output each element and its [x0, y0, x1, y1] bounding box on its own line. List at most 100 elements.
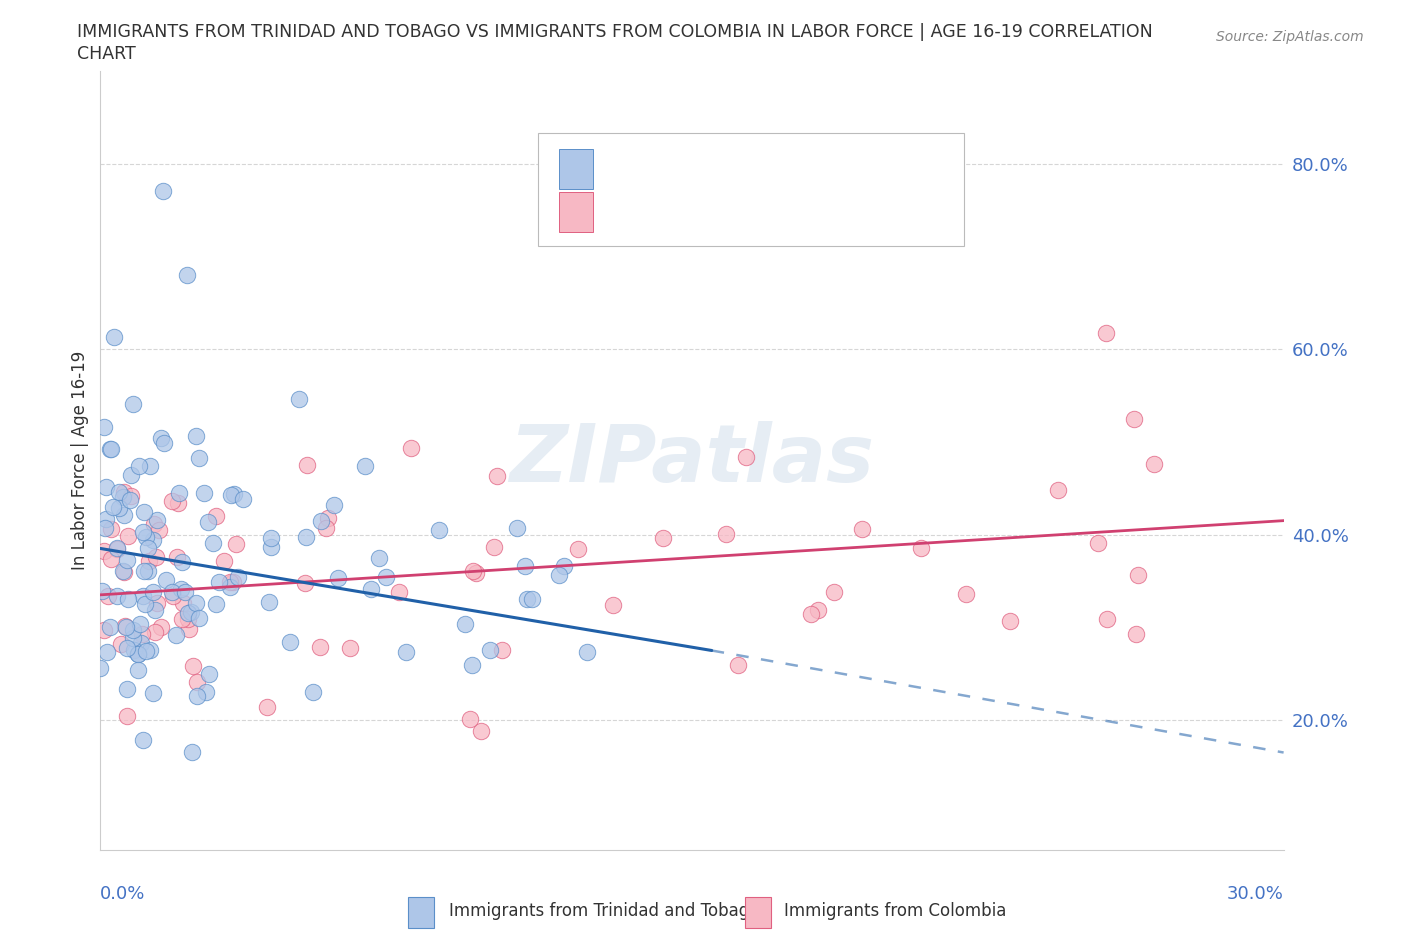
Point [851, 522, 873, 537]
Text: -0.273: -0.273 [675, 157, 733, 176]
Point [150, 619, 173, 634]
Text: 0.121: 0.121 [675, 202, 725, 220]
Point [122, 622, 145, 637]
Point [323, 498, 346, 512]
Point [100, 441, 122, 456]
Text: N =: N = [769, 202, 808, 220]
Point [515, 591, 537, 606]
Point [197, 514, 219, 529]
Text: Source: ZipAtlas.com: Source: ZipAtlas.com [1216, 30, 1364, 44]
Point [131, 627, 153, 642]
Point [186, 688, 208, 703]
Point [174, 585, 197, 600]
Point [360, 581, 382, 596]
Point [145, 596, 167, 611]
Point [152, 184, 174, 199]
Point [328, 570, 350, 585]
Point [93, 419, 115, 434]
Point [374, 570, 396, 585]
Point [170, 582, 193, 597]
Point [652, 530, 675, 545]
Point [454, 617, 477, 631]
Point [100, 522, 122, 537]
Point [179, 621, 201, 636]
Point [219, 575, 242, 590]
Point [142, 533, 165, 548]
Point [187, 450, 209, 465]
Point [120, 493, 142, 508]
Point [105, 542, 128, 557]
Point [208, 575, 231, 590]
Text: ZIPatlas: ZIPatlas [509, 421, 875, 499]
Point [111, 490, 134, 505]
Point [172, 595, 194, 610]
Point [160, 494, 183, 509]
Point [491, 643, 513, 658]
Point [339, 641, 361, 656]
Text: R =: R = [609, 202, 648, 220]
Point [114, 618, 136, 633]
Point [465, 566, 488, 581]
Point [134, 597, 156, 612]
Point [1095, 611, 1118, 626]
Point [228, 569, 250, 584]
Point [93, 622, 115, 637]
Point [823, 584, 845, 599]
Point [193, 485, 215, 500]
Point [807, 603, 830, 618]
FancyBboxPatch shape [538, 133, 965, 246]
Point [955, 586, 977, 601]
Point [295, 530, 318, 545]
Point [105, 589, 128, 604]
Point [108, 485, 131, 499]
Point [100, 620, 122, 635]
Point [222, 575, 245, 590]
Point [98, 441, 121, 456]
Point [117, 529, 139, 544]
Point [148, 522, 170, 537]
Point [295, 458, 318, 472]
Point [135, 530, 157, 545]
Point [131, 733, 153, 748]
Point [188, 610, 211, 625]
Text: 110: 110 [831, 157, 866, 176]
Bar [560, 149, 592, 189]
Point [162, 589, 184, 604]
Point [91, 583, 114, 598]
Point [103, 329, 125, 344]
Point [112, 564, 135, 578]
Point [429, 523, 451, 538]
Point [128, 617, 150, 631]
Point [136, 541, 159, 556]
Point [458, 711, 481, 726]
Point [225, 537, 247, 551]
Point [170, 554, 193, 569]
Point [309, 640, 332, 655]
Point [257, 594, 280, 609]
Text: 30.0%: 30.0% [1227, 884, 1284, 903]
Bar [745, 897, 772, 928]
Point [149, 431, 172, 445]
Point [1000, 614, 1022, 629]
Point [127, 646, 149, 661]
Point [520, 591, 543, 606]
Point [127, 647, 149, 662]
Point [735, 450, 758, 465]
Point [145, 550, 167, 565]
Point [280, 634, 302, 649]
Point [143, 516, 166, 531]
Point [1047, 483, 1070, 498]
Text: 0.0%: 0.0% [100, 884, 146, 903]
Point [97, 589, 120, 604]
Bar [560, 192, 592, 232]
Point [575, 644, 598, 659]
Bar [408, 897, 434, 928]
Point [114, 507, 136, 522]
Point [112, 565, 135, 579]
Point [399, 440, 422, 455]
Point [167, 496, 190, 511]
Point [513, 559, 536, 574]
Point [94, 512, 117, 527]
Point [128, 458, 150, 473]
Point [112, 485, 135, 499]
